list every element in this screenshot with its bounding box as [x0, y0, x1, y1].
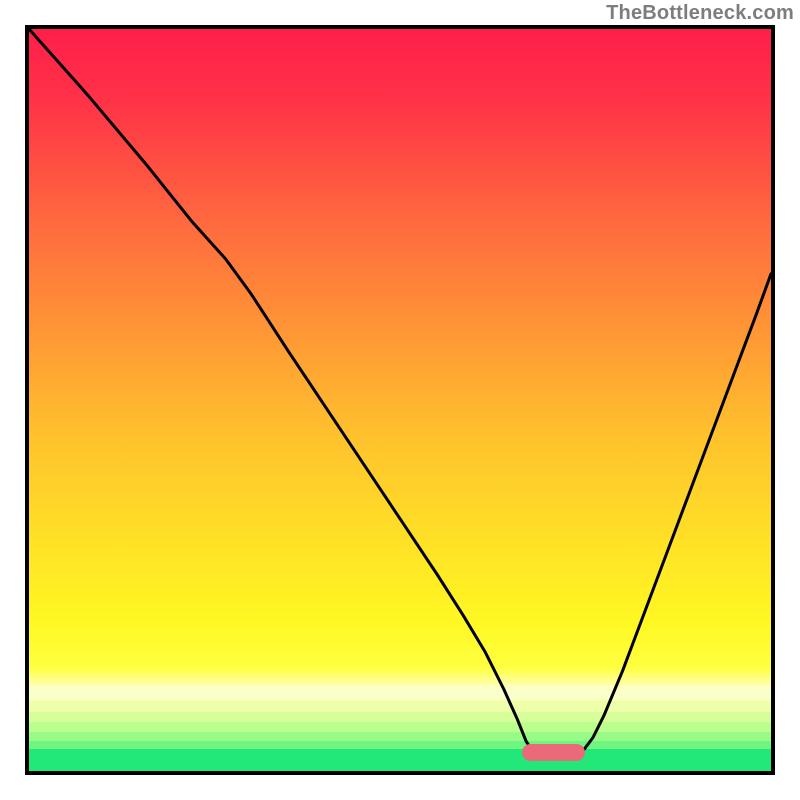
watermark-text: TheBottleneck.com: [606, 2, 794, 25]
stage: TheBottleneck.com: [0, 0, 800, 800]
optimal-marker-pill: [522, 744, 585, 762]
chart-plot-area: [25, 25, 775, 775]
bottleneck-curve: [29, 29, 771, 755]
chart-curve-svg: [29, 29, 771, 771]
